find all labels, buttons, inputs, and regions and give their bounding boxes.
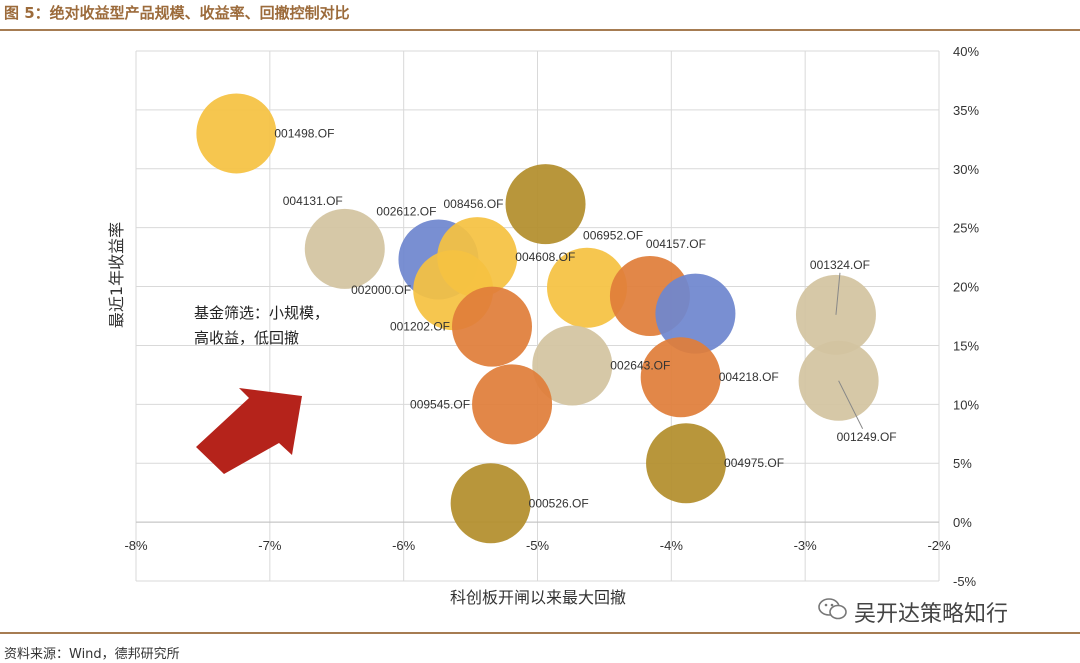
point-label: 004975.OF [724, 456, 784, 470]
watermark: 吴开达策略知行 [818, 596, 1008, 628]
point-label: 002643.OF [610, 358, 670, 372]
point-label: 004608.OF [515, 250, 575, 264]
point-label: 000526.OF [529, 496, 589, 510]
x-tick-label: -5% [526, 538, 550, 553]
point-label: 009545.OF [410, 397, 470, 411]
arrow-annotation [196, 388, 302, 474]
y-tick-label: 5% [953, 456, 972, 471]
y-tick-label: 30% [953, 162, 979, 177]
annotation-line-1: 基金筛选：小规模， [194, 304, 329, 322]
y-tick-label: 25% [953, 221, 979, 236]
source-note: 资料来源：Wind，德邦研究所 [4, 647, 180, 662]
x-tick-label: -8% [124, 538, 148, 553]
x-tick-label: -4% [660, 538, 684, 553]
tick-labels: -8% -7% -6% -5% -4% -3% -2% -5% 0% 5% 10% 15% 20% 25%… [124, 44, 979, 589]
y-tick-label: 15% [953, 338, 979, 353]
y-tick-label: 35% [953, 103, 979, 118]
point-label: 001249.OF [837, 430, 897, 444]
x-axis-title: 科创板开闸以来最大回撤 [450, 588, 626, 607]
point-label: 004218.OF [719, 370, 779, 384]
y-tick-label: 10% [953, 397, 979, 412]
x-tick-label: -2% [927, 538, 951, 553]
x-tick-label: -3% [794, 538, 818, 553]
x-tick-label: -6% [392, 538, 416, 553]
bubble [472, 364, 553, 445]
point-label: 001498.OF [274, 126, 334, 140]
bubble [640, 337, 721, 418]
bubble [532, 325, 613, 406]
leader-line [838, 380, 864, 430]
bubble [547, 247, 628, 328]
point-labels: 001498.OF 004131.OF 002612.OF 008456.OF 0046… [274, 126, 896, 510]
point-label: 002000.OF [351, 283, 411, 297]
point-label: 008456.OF [443, 197, 503, 211]
y-tick-label: 20% [953, 280, 979, 295]
bubble [196, 93, 277, 174]
red-arrow-icon [196, 388, 302, 474]
point-label: 001202.OF [390, 320, 450, 334]
bubble [505, 164, 586, 245]
point-label: 004131.OF [283, 194, 343, 208]
y-axis-title: 最近1年收益率 [107, 222, 126, 328]
figure-title: 图 5：绝对收益型产品规模、收益率、回撤控制对比 [4, 4, 350, 22]
leader-line [835, 272, 841, 315]
bubble [646, 423, 727, 504]
bubbles [196, 93, 879, 544]
bubble [450, 463, 531, 544]
wechat-icon [818, 597, 848, 627]
top-rule [0, 29, 1080, 31]
annotation-line-2: 高收益，低回撤 [194, 329, 299, 347]
point-label: 006952.OF [583, 229, 643, 243]
point-label: 004157.OF [646, 237, 706, 251]
watermark-text: 吴开达策略知行 [854, 602, 1009, 627]
x-tick-label: -7% [258, 538, 282, 553]
bubble [304, 208, 385, 289]
y-tick-label: 40% [953, 44, 979, 59]
bubble [451, 286, 532, 367]
point-label: 001324.OF [810, 258, 870, 272]
y-tick-label: -5% [953, 574, 977, 589]
bottom-rule [0, 632, 1080, 634]
bubble [655, 273, 736, 354]
point-label: 002612.OF [376, 204, 436, 218]
y-tick-label: 0% [953, 515, 972, 530]
